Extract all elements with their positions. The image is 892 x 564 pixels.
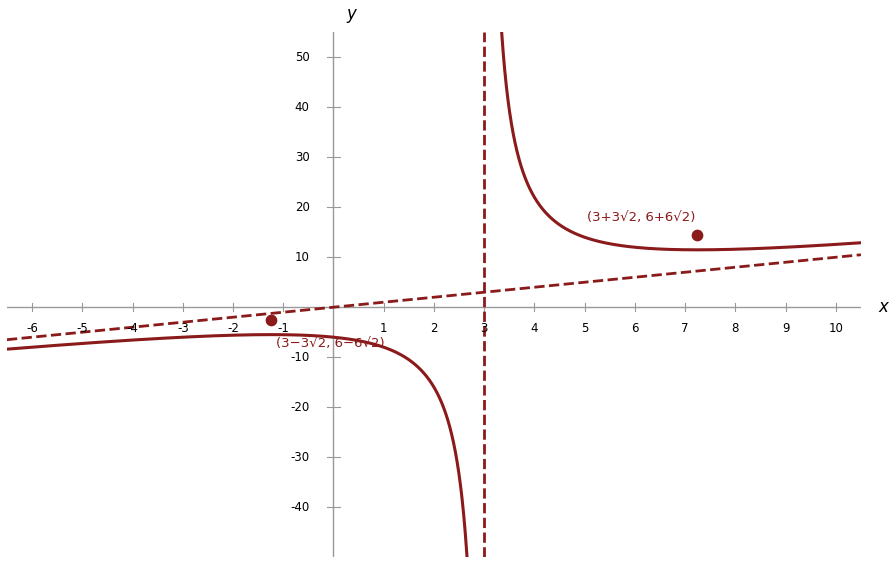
Text: -20: -20 [290,400,310,413]
Text: 20: 20 [294,201,310,214]
Text: -2: -2 [227,322,239,335]
Text: -5: -5 [77,322,88,335]
Text: -10: -10 [290,351,310,364]
Text: -40: -40 [290,501,310,514]
Text: 4: 4 [531,322,538,335]
Text: 10: 10 [829,322,843,335]
Text: 5: 5 [581,322,589,335]
Text: -30: -30 [291,451,310,464]
Text: (3+3√2, 6+6√2): (3+3√2, 6+6√2) [587,211,695,224]
Text: x: x [879,298,888,316]
Text: -6: -6 [26,322,38,335]
Text: -1: -1 [277,322,289,335]
Text: -3: -3 [177,322,188,335]
Text: 8: 8 [731,322,739,335]
Text: 6: 6 [632,322,639,335]
Point [264,315,278,324]
Text: 30: 30 [295,151,310,164]
Text: 7: 7 [681,322,689,335]
Text: 2: 2 [430,322,438,335]
Text: 1: 1 [380,322,387,335]
Text: y: y [346,6,356,23]
Text: 9: 9 [782,322,789,335]
Text: 50: 50 [295,51,310,64]
Text: -4: -4 [127,322,138,335]
Point [690,230,705,239]
Text: 40: 40 [294,101,310,114]
Text: 3: 3 [481,322,488,335]
Text: 10: 10 [294,251,310,264]
Text: (3−3√2, 6−6√2): (3−3√2, 6−6√2) [277,337,384,350]
